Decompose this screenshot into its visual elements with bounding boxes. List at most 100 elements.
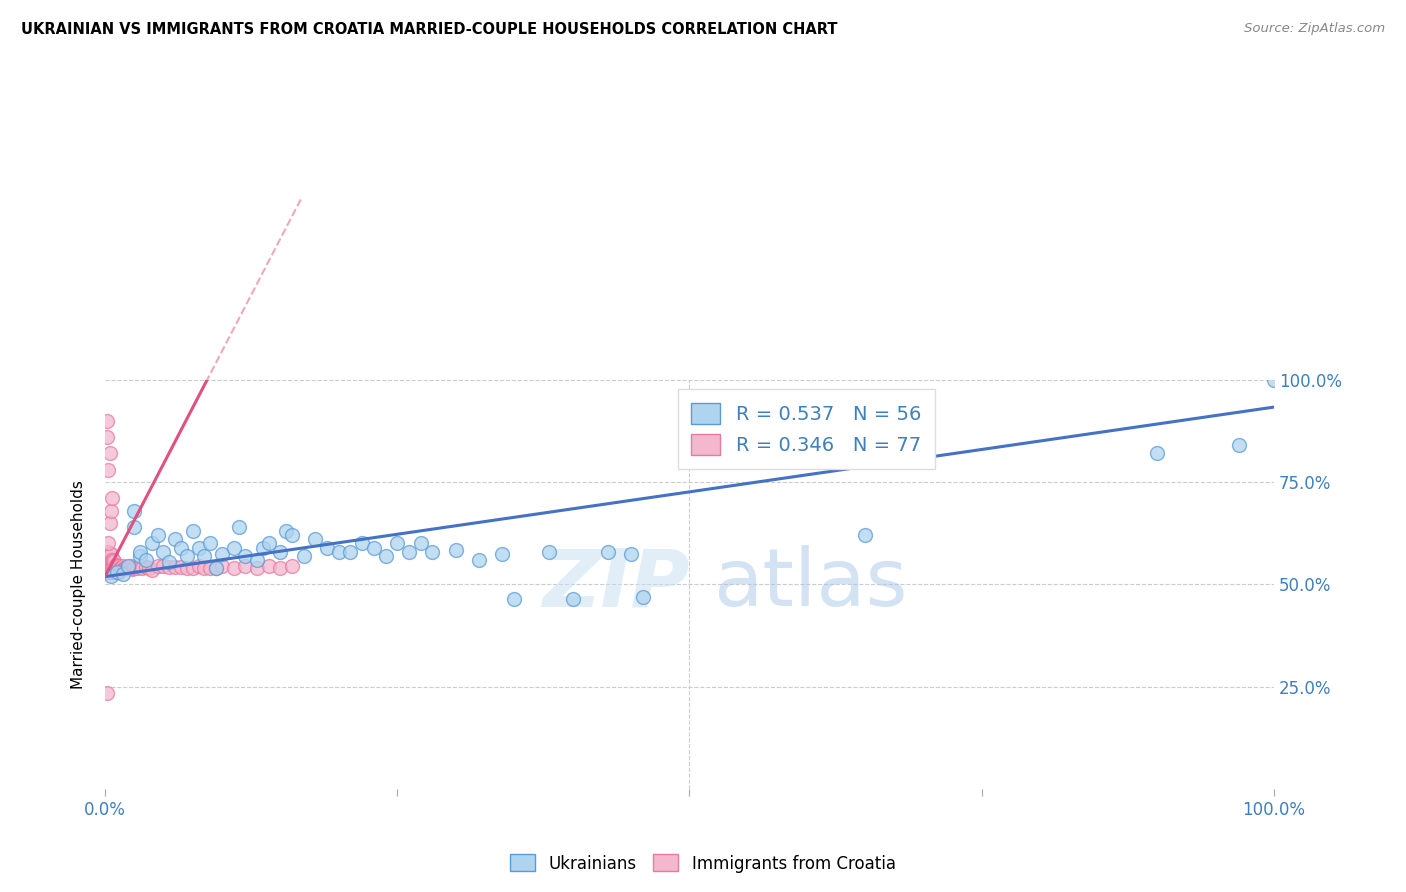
Point [853, 528, 876, 542]
Point [97, 463, 120, 477]
Point [1227, 438, 1250, 452]
Point [538, 544, 561, 558]
Point [176, 549, 198, 563]
Point [97, 544, 120, 558]
Point [281, 559, 304, 574]
Point [363, 541, 385, 555]
Point [503, 591, 526, 606]
Point [222, 541, 245, 555]
Point [97, 536, 120, 550]
Point [98, 446, 121, 460]
Point [170, 560, 193, 574]
Point [101, 559, 124, 574]
Point [596, 544, 619, 558]
Text: UKRAINIAN VS IMMIGRANTS FROM CROATIA MARRIED-COUPLE HOUSEHOLDS CORRELATION CHART: UKRAINIAN VS IMMIGRANTS FROM CROATIA MAR… [21, 22, 838, 37]
Point [98, 516, 121, 530]
Point [157, 555, 180, 569]
Legend: Ukrainians, Immigrants from Croatia: Ukrainians, Immigrants from Croatia [503, 847, 903, 880]
Point [117, 561, 139, 575]
Point [374, 549, 396, 563]
Point [170, 541, 193, 555]
Point [211, 547, 233, 561]
Point [222, 561, 245, 575]
Point [105, 559, 128, 574]
Point [246, 561, 269, 575]
Point [108, 561, 131, 575]
Point [292, 549, 315, 563]
Point [409, 536, 432, 550]
Point [100, 559, 122, 574]
Point [233, 549, 256, 563]
Point [246, 553, 269, 567]
Point [561, 591, 583, 606]
Point [111, 567, 134, 582]
Point [105, 565, 128, 579]
Point [100, 504, 122, 518]
Point [269, 561, 291, 575]
Point [100, 547, 122, 561]
Point [193, 549, 215, 563]
Point [304, 533, 326, 547]
Point [146, 528, 169, 542]
Point [101, 565, 124, 579]
Point [108, 559, 131, 574]
Point [181, 524, 204, 539]
Point [120, 559, 142, 574]
Point [187, 559, 209, 574]
Point [101, 553, 124, 567]
Point [104, 565, 127, 579]
Point [96, 430, 118, 444]
Point [103, 565, 125, 579]
Point [339, 544, 361, 558]
Point [100, 565, 122, 579]
Point [125, 561, 148, 575]
Point [631, 590, 654, 604]
Point [157, 560, 180, 574]
Point [198, 536, 221, 550]
Point [468, 553, 491, 567]
Point [112, 561, 135, 575]
Point [129, 549, 152, 563]
Point [211, 559, 233, 574]
Point [129, 544, 152, 558]
Point [118, 561, 141, 575]
Point [97, 557, 120, 571]
Point [101, 553, 124, 567]
Point [316, 541, 339, 555]
Point [96, 553, 118, 567]
Point [111, 559, 134, 574]
Point [141, 563, 163, 577]
Text: Source: ZipAtlas.com: Source: ZipAtlas.com [1244, 22, 1385, 36]
Point [122, 504, 145, 518]
Point [117, 559, 139, 574]
Point [96, 565, 118, 579]
Point [103, 554, 125, 568]
Point [228, 520, 250, 534]
Point [233, 559, 256, 574]
Point [1146, 446, 1168, 460]
Y-axis label: Married-couple Households: Married-couple Households [72, 480, 86, 689]
Point [103, 559, 125, 574]
Point [138, 561, 160, 575]
Point [444, 542, 467, 557]
Point [122, 561, 145, 575]
Point [328, 544, 350, 558]
Point [176, 561, 198, 575]
Point [620, 547, 643, 561]
Point [257, 559, 280, 574]
Point [101, 491, 124, 506]
Point [97, 565, 120, 579]
Point [398, 544, 420, 558]
Point [198, 561, 221, 575]
Point [98, 547, 121, 561]
Point [107, 559, 129, 574]
Point [107, 565, 129, 579]
Point [98, 553, 121, 567]
Point [105, 565, 128, 579]
Point [165, 560, 187, 574]
Point [115, 561, 138, 575]
Point [108, 565, 131, 579]
Point [104, 558, 127, 572]
Point [121, 562, 143, 576]
Point [141, 536, 163, 550]
